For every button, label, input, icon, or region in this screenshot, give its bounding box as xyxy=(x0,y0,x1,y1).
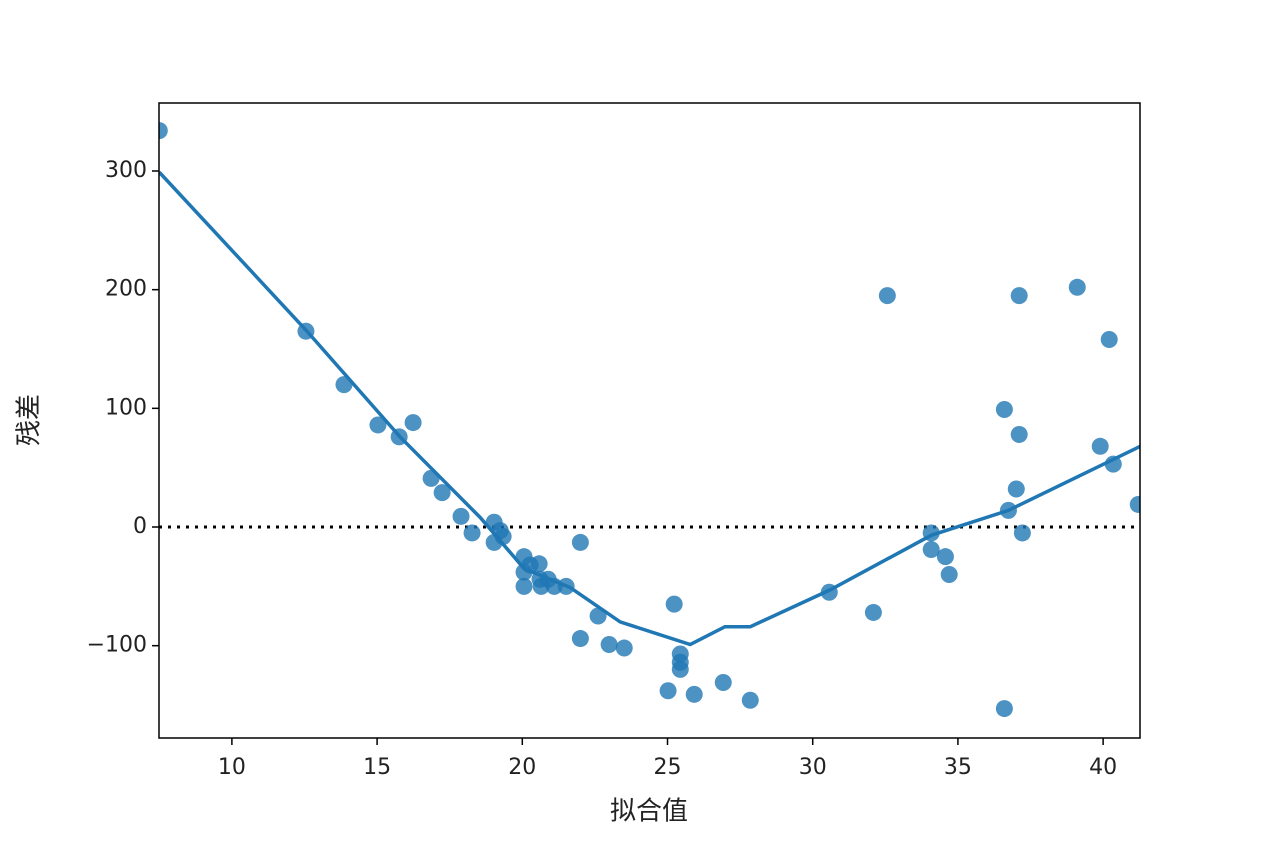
point xyxy=(864,603,882,621)
y-tick-label: 200 xyxy=(105,277,147,302)
point xyxy=(878,287,896,305)
y-axis-label: 残差 xyxy=(15,394,45,446)
point xyxy=(615,639,633,657)
point xyxy=(1091,437,1109,455)
point xyxy=(571,630,589,648)
point xyxy=(369,416,387,434)
y-tick-label: −100 xyxy=(87,633,147,658)
point xyxy=(452,507,470,525)
point xyxy=(940,565,958,583)
point xyxy=(530,555,548,573)
y-tick-label: 100 xyxy=(105,395,147,420)
x-tick-label: 20 xyxy=(508,755,536,780)
point xyxy=(741,691,759,709)
x-axis-label: 拟合值 xyxy=(610,797,688,827)
point xyxy=(1007,480,1025,498)
y-tick-label: 0 xyxy=(133,514,147,539)
fit-line xyxy=(159,171,1140,647)
point xyxy=(671,660,689,678)
point xyxy=(936,548,954,566)
plot-frame xyxy=(158,102,1141,739)
point xyxy=(571,533,589,551)
x-tick-label: 25 xyxy=(654,755,682,780)
point xyxy=(433,484,451,502)
point xyxy=(404,414,422,432)
point xyxy=(1010,425,1028,443)
x-tick-label: 30 xyxy=(799,755,827,780)
point xyxy=(159,122,168,140)
point xyxy=(659,682,677,700)
point xyxy=(714,673,732,691)
point xyxy=(685,685,703,703)
point xyxy=(1013,524,1031,542)
point xyxy=(1100,331,1118,349)
point xyxy=(515,577,533,595)
x-tick-label: 15 xyxy=(363,755,391,780)
point xyxy=(600,635,618,653)
y-tick-label: 300 xyxy=(105,158,147,183)
point xyxy=(1129,495,1140,513)
point xyxy=(995,401,1013,419)
point xyxy=(665,595,683,613)
point xyxy=(995,700,1013,718)
point xyxy=(1068,278,1086,296)
x-tick-label: 10 xyxy=(218,755,246,780)
x-tick-label: 35 xyxy=(944,755,972,780)
point xyxy=(1010,287,1028,305)
point xyxy=(922,541,940,559)
point xyxy=(463,524,481,542)
point xyxy=(589,607,607,625)
x-tick-label: 40 xyxy=(1089,755,1117,780)
